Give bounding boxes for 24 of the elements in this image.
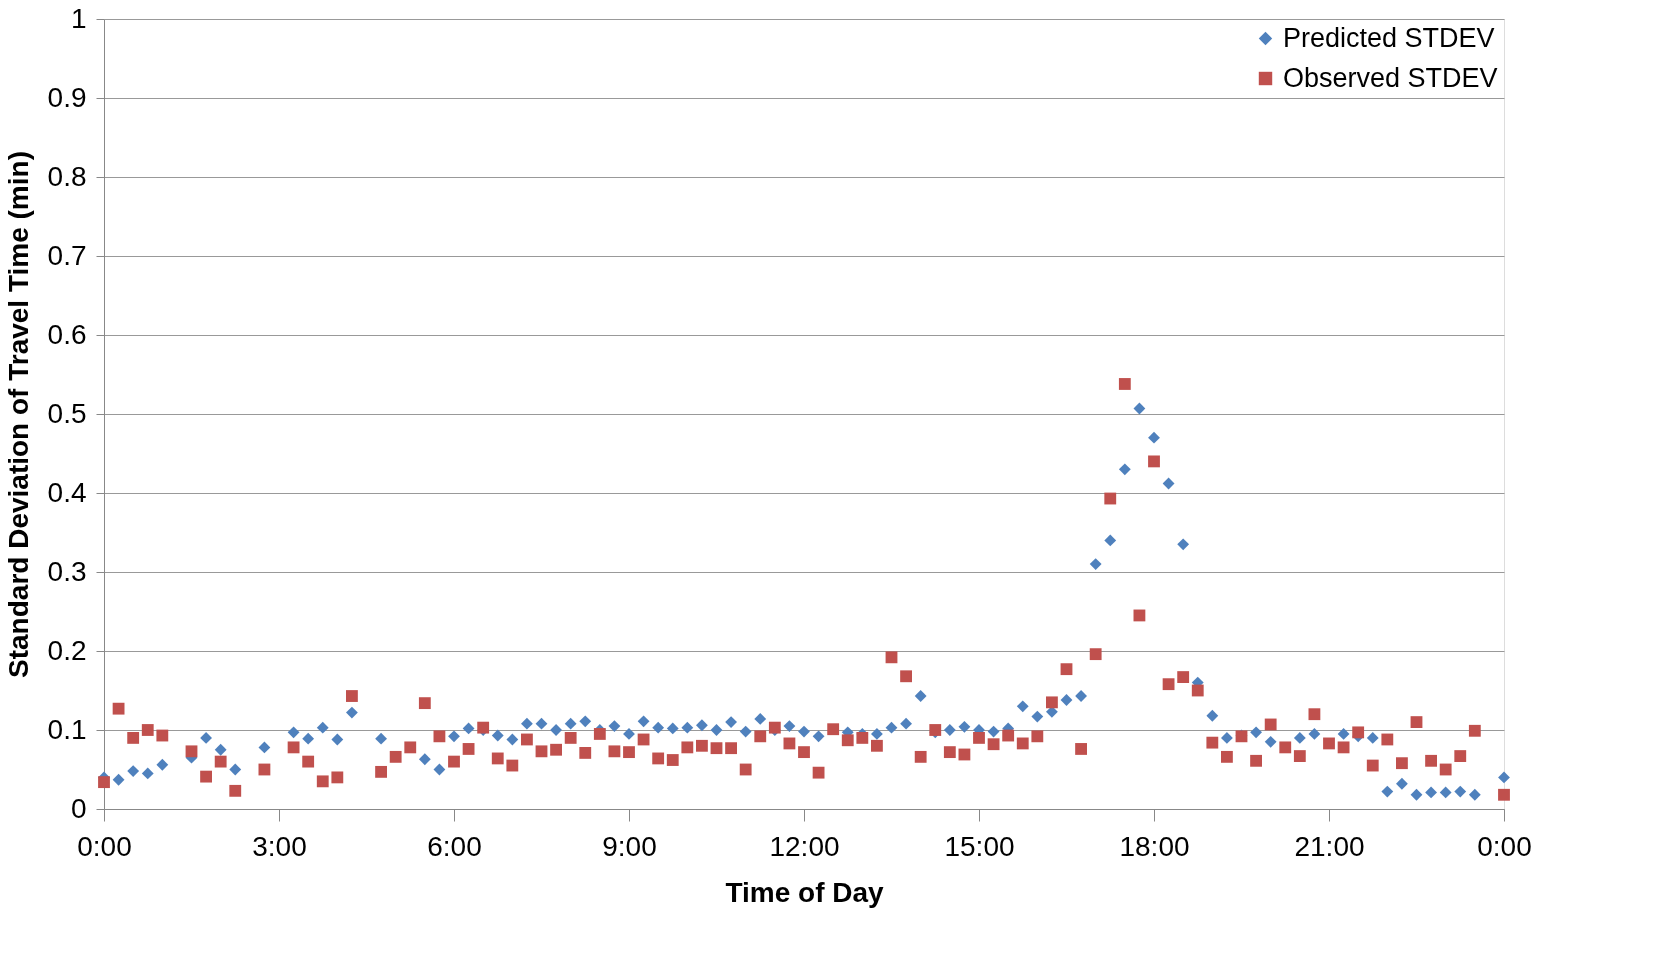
y-tick-label: 0.7	[47, 239, 87, 271]
x-tick-label: 21:00	[1294, 830, 1365, 862]
y-tick-label: 0.5	[47, 397, 87, 429]
y-tick-label: 0.2	[47, 634, 87, 666]
x-tick-label: 15:00	[944, 830, 1015, 862]
x-tick-label: 12:00	[769, 830, 840, 862]
x-tick-label: 18:00	[1119, 830, 1190, 862]
y-tick-label: 0.9	[47, 81, 87, 113]
y-tick-label: 0.6	[47, 318, 87, 350]
x-tick-label: 3:00	[252, 830, 307, 862]
y-tick-label: 0.3	[47, 555, 87, 587]
y-tick-label: 1	[70, 2, 87, 34]
legend-label: Observed STDEV	[1283, 62, 1498, 93]
y-tick-label: 0.1	[47, 713, 87, 745]
y-axis-title: Standard Deviation of Travel Time (min)	[2, 151, 34, 678]
x-axis-title: Time of Day	[725, 876, 885, 908]
legend-label: Predicted STDEV	[1283, 22, 1495, 53]
x-tick-label: 0:00	[1477, 830, 1532, 862]
y-tick-label: 0	[70, 792, 87, 824]
y-tick-label: 0.8	[47, 160, 87, 192]
x-tick-label: 0:00	[77, 830, 132, 862]
x-tick-label: 9:00	[602, 830, 657, 862]
x-tick-label: 6:00	[427, 830, 482, 862]
y-tick-label: 0.4	[47, 476, 87, 508]
